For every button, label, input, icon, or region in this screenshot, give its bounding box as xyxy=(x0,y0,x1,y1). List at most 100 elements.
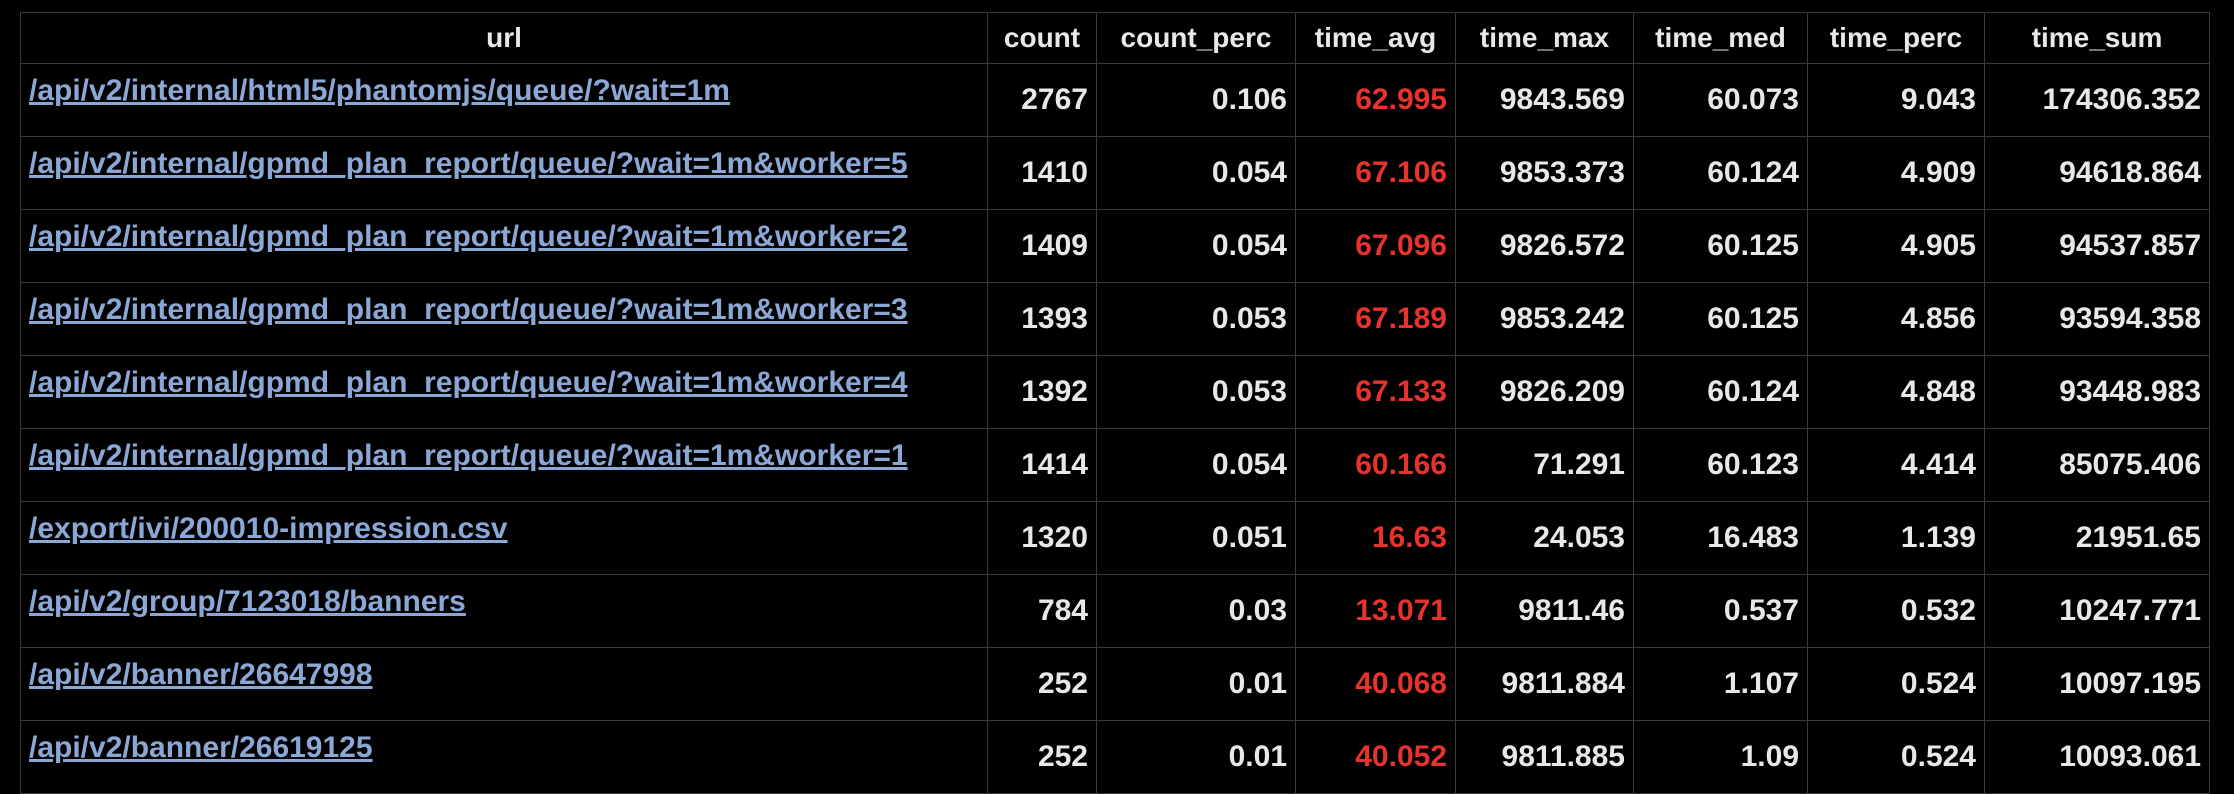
url-link[interactable]: /api/v2/internal/html5/phantomjs/queue/?… xyxy=(29,74,730,107)
count-cell: 784 xyxy=(987,574,1097,648)
time-sum-cell: 174306.352 xyxy=(1984,63,2210,137)
time-avg-cell: 13.071 xyxy=(1295,574,1456,648)
url-link[interactable]: /api/v2/internal/gpmd_plan_report/queue/… xyxy=(29,147,908,180)
column-header-count: count xyxy=(987,12,1097,64)
time-max-cell: 9826.209 xyxy=(1455,355,1634,429)
time-avg-cell: 40.068 xyxy=(1295,647,1456,721)
url-cell: /api/v2/internal/gpmd_plan_report/queue/… xyxy=(20,209,988,283)
time-max-cell: 71.291 xyxy=(1455,428,1634,502)
count-cell: 252 xyxy=(987,720,1097,794)
count-cell: 1414 xyxy=(987,428,1097,502)
count-cell: 1410 xyxy=(987,136,1097,210)
url-cell: /api/v2/banner/26619125 xyxy=(20,720,988,794)
url-link[interactable]: /api/v2/internal/gpmd_plan_report/queue/… xyxy=(29,220,908,253)
count-cell: 1393 xyxy=(987,282,1097,356)
table-header-row: url count count_perc time_avg time_max time_m… xyxy=(20,12,2210,64)
time-perc-cell: 4.909 xyxy=(1807,136,1985,210)
count-perc-cell: 0.053 xyxy=(1096,355,1296,429)
count-cell: 252 xyxy=(987,647,1097,721)
table-row: /api/v2/internal/gpmd_plan_report/queue/… xyxy=(20,428,2210,502)
time-max-cell: 9843.569 xyxy=(1455,63,1634,137)
table-row: /api/v2/internal/gpmd_plan_report/queue/… xyxy=(20,136,2210,210)
count-perc-cell: 0.01 xyxy=(1096,720,1296,794)
count-perc-cell: 0.054 xyxy=(1096,428,1296,502)
count-perc-cell: 0.053 xyxy=(1096,282,1296,356)
table-row: /api/v2/banner/26619125 252 0.01 40.052 9811… xyxy=(20,720,2210,794)
time-perc-cell: 0.524 xyxy=(1807,647,1985,721)
table-row: /api/v2/internal/html5/phantomjs/queue/?… xyxy=(20,63,2210,137)
time-perc-cell: 4.414 xyxy=(1807,428,1985,502)
column-header-time-sum: time_sum xyxy=(1984,12,2210,64)
url-cell: /api/v2/banner/26647998 xyxy=(20,647,988,721)
time-avg-cell: 67.133 xyxy=(1295,355,1456,429)
url-cell: /api/v2/group/7123018/banners xyxy=(20,574,988,648)
url-link[interactable]: /api/v2/internal/gpmd_plan_report/queue/… xyxy=(29,293,908,326)
count-perc-cell: 0.051 xyxy=(1096,501,1296,575)
column-header-time-perc: time_perc xyxy=(1807,12,1985,64)
time-med-cell: 60.124 xyxy=(1633,355,1808,429)
time-max-cell: 9811.884 xyxy=(1455,647,1634,721)
time-sum-cell: 10247.771 xyxy=(1984,574,2210,648)
column-header-time-avg: time_avg xyxy=(1295,12,1456,64)
table-row: /api/v2/internal/gpmd_plan_report/queue/… xyxy=(20,282,2210,356)
column-header-time-med: time_med xyxy=(1633,12,1808,64)
time-sum-cell: 10097.195 xyxy=(1984,647,2210,721)
time-max-cell: 9811.46 xyxy=(1455,574,1634,648)
count-perc-cell: 0.054 xyxy=(1096,136,1296,210)
time-avg-cell: 40.052 xyxy=(1295,720,1456,794)
count-perc-cell: 0.106 xyxy=(1096,63,1296,137)
time-max-cell: 9853.242 xyxy=(1455,282,1634,356)
table-row: /api/v2/internal/gpmd_plan_report/queue/… xyxy=(20,209,2210,283)
url-cell: /api/v2/internal/gpmd_plan_report/queue/… xyxy=(20,428,988,502)
time-avg-cell: 67.106 xyxy=(1295,136,1456,210)
time-perc-cell: 0.524 xyxy=(1807,720,1985,794)
url-link[interactable]: /api/v2/banner/26647998 xyxy=(29,658,373,691)
time-med-cell: 1.09 xyxy=(1633,720,1808,794)
time-perc-cell: 0.532 xyxy=(1807,574,1985,648)
time-med-cell: 60.125 xyxy=(1633,209,1808,283)
table-row: /api/v2/group/7123018/banners 784 0.03 13.0… xyxy=(20,574,2210,648)
url-link[interactable]: /api/v2/group/7123018/banners xyxy=(29,585,466,618)
time-sum-cell: 94618.864 xyxy=(1984,136,2210,210)
url-cell: /export/ivi/200010-impression.csv xyxy=(20,501,988,575)
time-sum-cell: 10093.061 xyxy=(1984,720,2210,794)
url-link[interactable]: /api/v2/internal/gpmd_plan_report/queue/… xyxy=(29,439,908,472)
time-avg-cell: 16.63 xyxy=(1295,501,1456,575)
url-link[interactable]: /api/v2/internal/gpmd_plan_report/queue/… xyxy=(29,366,908,399)
url-stats-table: url count count_perc time_avg time_max time_m… xyxy=(20,12,2210,794)
time-med-cell: 0.537 xyxy=(1633,574,1808,648)
time-med-cell: 16.483 xyxy=(1633,501,1808,575)
url-link[interactable]: /api/v2/banner/26619125 xyxy=(29,731,373,764)
url-cell: /api/v2/internal/gpmd_plan_report/queue/… xyxy=(20,282,988,356)
time-max-cell: 24.053 xyxy=(1455,501,1634,575)
time-avg-cell: 67.096 xyxy=(1295,209,1456,283)
time-perc-cell: 4.905 xyxy=(1807,209,1985,283)
time-sum-cell: 93594.358 xyxy=(1984,282,2210,356)
column-header-count-perc: count_perc xyxy=(1096,12,1296,64)
table-row: /api/v2/internal/gpmd_plan_report/queue/… xyxy=(20,355,2210,429)
count-perc-cell: 0.01 xyxy=(1096,647,1296,721)
time-max-cell: 9826.572 xyxy=(1455,209,1634,283)
time-avg-cell: 60.166 xyxy=(1295,428,1456,502)
count-cell: 1392 xyxy=(987,355,1097,429)
table-row: /export/ivi/200010-impression.csv 1320 0.0… xyxy=(20,501,2210,575)
time-perc-cell: 1.139 xyxy=(1807,501,1985,575)
time-med-cell: 60.123 xyxy=(1633,428,1808,502)
time-avg-cell: 67.189 xyxy=(1295,282,1456,356)
count-perc-cell: 0.054 xyxy=(1096,209,1296,283)
table-body: /api/v2/internal/html5/phantomjs/queue/?… xyxy=(20,63,2210,794)
time-sum-cell: 94537.857 xyxy=(1984,209,2210,283)
url-link[interactable]: /export/ivi/200010-impression.csv xyxy=(29,512,508,545)
time-sum-cell: 21951.65 xyxy=(1984,501,2210,575)
time-max-cell: 9811.885 xyxy=(1455,720,1634,794)
column-header-url: url xyxy=(20,12,988,64)
time-sum-cell: 85075.406 xyxy=(1984,428,2210,502)
column-header-time-max: time_max xyxy=(1455,12,1634,64)
time-sum-cell: 93448.983 xyxy=(1984,355,2210,429)
url-cell: /api/v2/internal/html5/phantomjs/queue/?… xyxy=(20,63,988,137)
count-perc-cell: 0.03 xyxy=(1096,574,1296,648)
stats-table-container: url count count_perc time_avg time_max time_m… xyxy=(20,12,2210,794)
url-cell: /api/v2/internal/gpmd_plan_report/queue/… xyxy=(20,136,988,210)
time-med-cell: 60.124 xyxy=(1633,136,1808,210)
time-med-cell: 1.107 xyxy=(1633,647,1808,721)
